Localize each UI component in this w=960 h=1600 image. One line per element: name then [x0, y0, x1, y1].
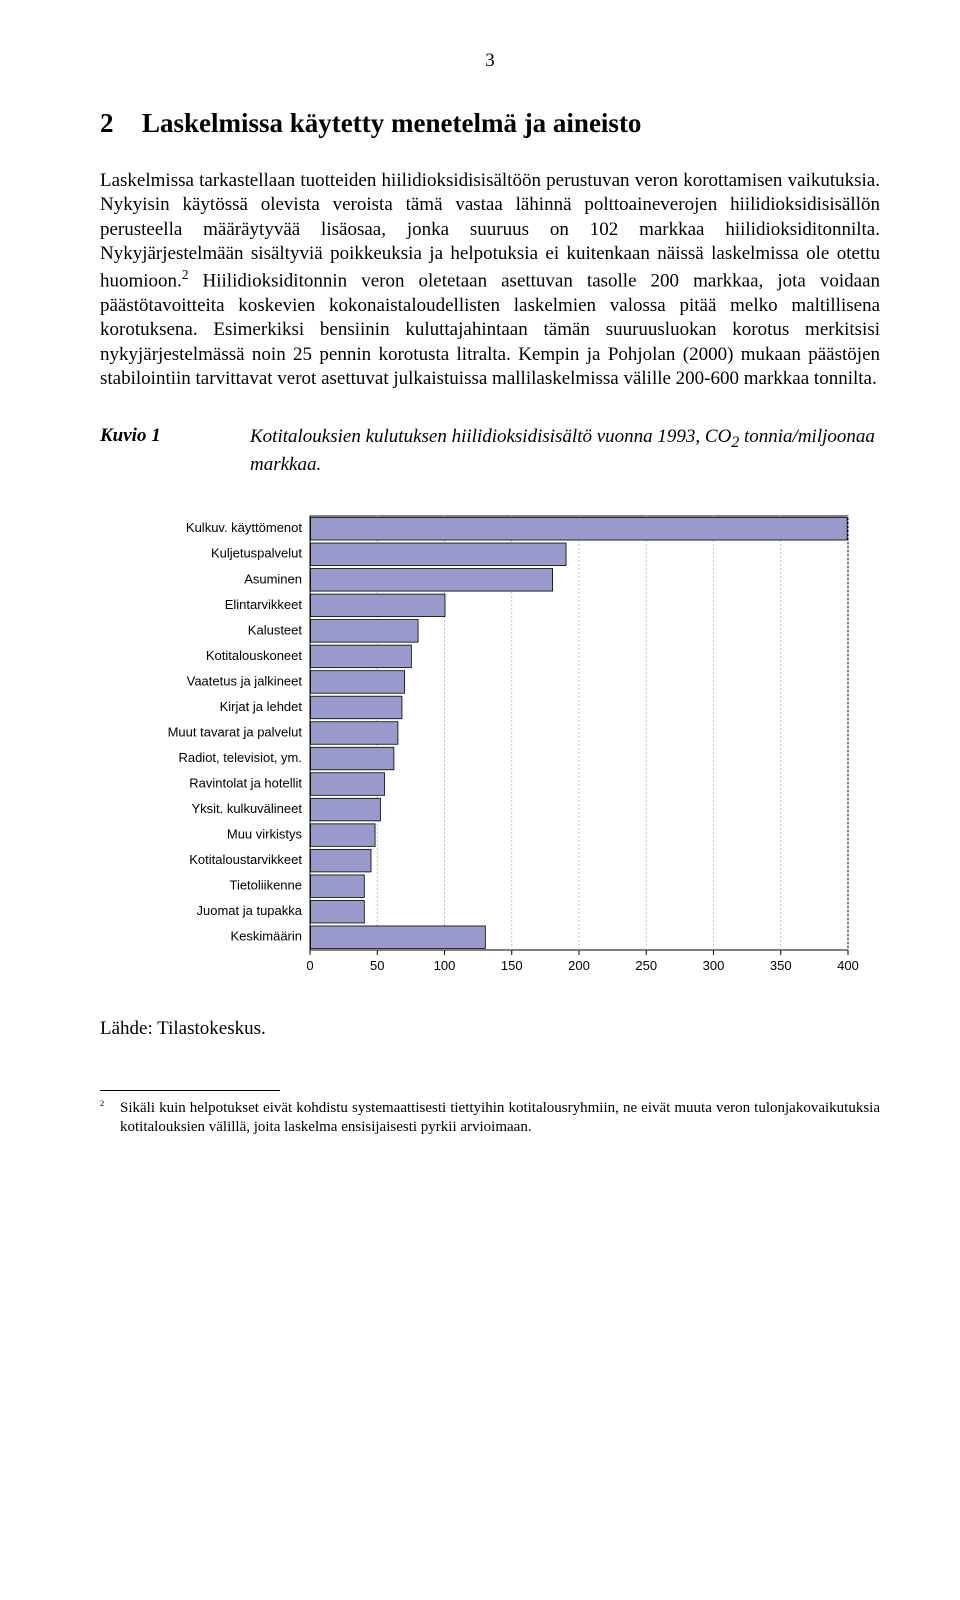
footnote-text: Sikäli kuin helpotukset eivät kohdistu s…	[120, 1099, 880, 1137]
svg-text:Keskimäärin: Keskimäärin	[230, 929, 302, 944]
svg-text:Kirjat ja lehdet: Kirjat ja lehdet	[220, 699, 303, 714]
svg-text:Kotitalouskoneet: Kotitalouskoneet	[206, 648, 303, 663]
svg-text:Ravintolat ja hotellit: Ravintolat ja hotellit	[189, 776, 302, 791]
svg-text:100: 100	[434, 958, 456, 973]
svg-text:Kulkuv. käyttömenot: Kulkuv. käyttömenot	[186, 521, 302, 536]
footnote-number: 2	[100, 1099, 120, 1137]
svg-text:Elintarvikkeet: Elintarvikkeet	[225, 597, 303, 612]
svg-text:Asuminen: Asuminen	[244, 572, 302, 587]
chart-svg: Kulkuv. käyttömenot Kuljetuspalvelut Asumi…	[140, 508, 860, 988]
svg-text:300: 300	[703, 958, 725, 973]
svg-text:Vaatetus ja jalkineet: Vaatetus ja jalkineet	[187, 674, 303, 689]
body-paragraph: Laskelmissa tarkastellaan tuotteiden hii…	[100, 169, 880, 391]
svg-text:50: 50	[370, 958, 384, 973]
svg-text:400: 400	[837, 958, 859, 973]
heading-number: 2	[100, 108, 142, 139]
svg-text:Juomat ja tupakka: Juomat ja tupakka	[196, 904, 302, 919]
svg-text:Muut tavarat ja palvelut: Muut tavarat ja palvelut	[168, 725, 303, 740]
svg-text:250: 250	[635, 958, 657, 973]
footnote-2: 2 Sikäli kuin helpotukset eivät kohdistu…	[100, 1099, 880, 1137]
svg-text:Yksit. kulkuvälineet: Yksit. kulkuvälineet	[191, 801, 302, 816]
svg-text:350: 350	[770, 958, 792, 973]
svg-text:150: 150	[501, 958, 523, 973]
svg-text:Tietoliikenne: Tietoliikenne	[229, 878, 302, 893]
bar-chart: Kulkuv. käyttömenot Kuljetuspalvelut Asumi…	[140, 508, 880, 988]
figure-caption: Kuvio 1 Kotitalouksien kulutuksen hiilid…	[100, 425, 880, 476]
figure-label: Kuvio 1	[100, 425, 250, 476]
svg-text:0: 0	[306, 958, 313, 973]
page-container: 3 2 Laskelmissa käytetty menetelmä ja ai…	[0, 0, 960, 1177]
svg-text:Kuljetuspalvelut: Kuljetuspalvelut	[211, 546, 302, 561]
chart-source: Lähde: Tilastokeskus.	[100, 1018, 880, 1040]
section-heading: 2 Laskelmissa käytetty menetelmä ja aine…	[100, 108, 880, 139]
figure-caption-text: Kotitalouksien kulutuksen hiilidioksidis…	[250, 425, 880, 476]
svg-text:Muu virkistys: Muu virkistys	[227, 827, 303, 842]
body-text-2: Hiilidioksiditonnin veron oletetaan aset…	[100, 271, 880, 389]
heading-text: Laskelmissa käytetty menetelmä ja aineis…	[142, 108, 641, 139]
footnote-rule	[100, 1090, 280, 1091]
svg-text:Kalusteet: Kalusteet	[248, 623, 303, 638]
page-number: 3	[100, 50, 880, 72]
svg-text:Kotitaloustarvikkeet: Kotitaloustarvikkeet	[189, 853, 302, 868]
svg-text:200: 200	[568, 958, 590, 973]
svg-text:Radiot, televisiot, ym.: Radiot, televisiot, ym.	[178, 750, 302, 765]
